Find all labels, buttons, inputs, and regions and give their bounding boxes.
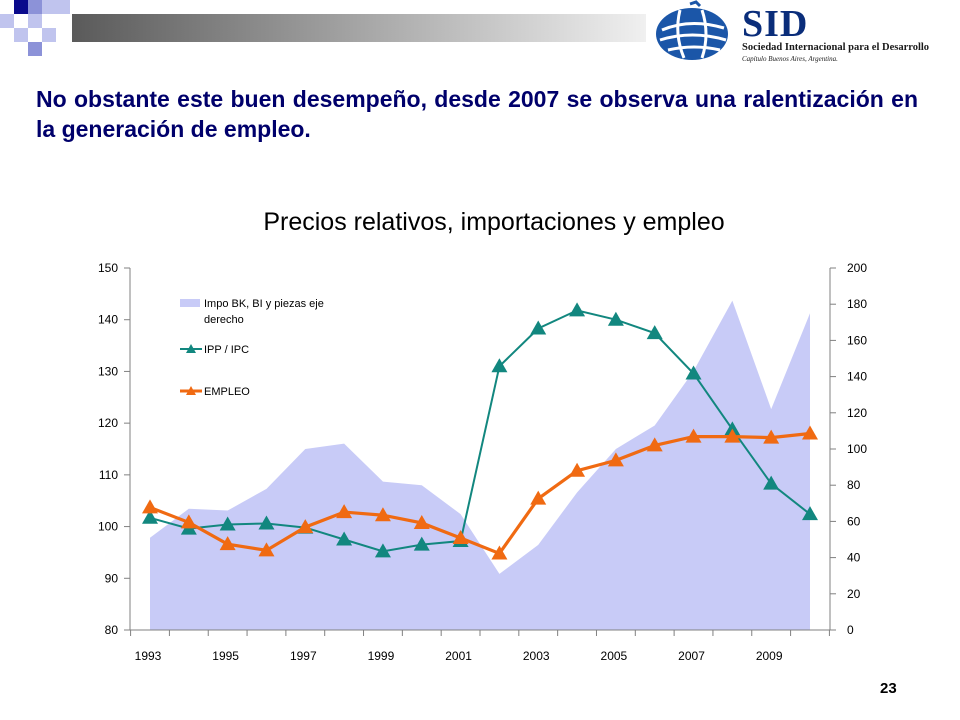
data-point-marker — [336, 504, 353, 519]
right-axis-tick-label: 60 — [847, 514, 861, 528]
data-point-marker — [685, 365, 702, 380]
left-axis-tick-label: 140 — [98, 313, 118, 327]
right-axis-tick-label: 20 — [847, 587, 861, 601]
right-axis-tick-label: 0 — [847, 623, 854, 637]
data-point-marker — [569, 462, 586, 477]
legend-label-line: EMPLEO — [204, 386, 250, 398]
data-point-marker — [763, 429, 780, 444]
data-point-marker — [336, 531, 353, 546]
data-point-marker — [374, 543, 391, 558]
left-axis-tick-label: 110 — [99, 468, 118, 482]
right-axis-tick-label: 120 — [847, 406, 867, 420]
bottom-axis-tick-label: 1995 — [212, 649, 239, 663]
legend-swatch-area — [180, 299, 200, 307]
bottom-axis-tick-label: 2007 — [678, 649, 705, 663]
data-point-marker — [646, 325, 663, 340]
data-point-marker — [530, 320, 547, 335]
globe-icon — [656, 0, 728, 60]
data-point-marker — [763, 475, 780, 490]
legend: Impo BK, BI y piezas eje derecho IPP / IPC… — [180, 298, 324, 398]
page-number: 23 — [880, 680, 897, 697]
right-axis-tick-label: 80 — [847, 478, 861, 492]
data-point-marker — [802, 425, 818, 440]
right-axis-tick-label: 40 — [847, 551, 861, 565]
header-bar — [72, 14, 646, 42]
data-point-marker — [530, 490, 547, 505]
data-point-marker — [607, 311, 624, 326]
data-point-marker — [685, 428, 702, 443]
data-point-marker — [297, 519, 314, 534]
bottom-axis-tick-label: 1993 — [135, 649, 162, 663]
slide-heading: No obstante este buen desempeño, desde 2… — [36, 86, 918, 142]
data-point-marker — [724, 428, 741, 443]
data-point-marker — [724, 421, 741, 436]
left-axis-tick-label: 130 — [98, 364, 118, 378]
data-point-marker — [219, 516, 236, 531]
right-axis-tick-label: 200 — [847, 261, 867, 275]
data-point-marker — [258, 515, 275, 530]
data-point-marker — [646, 437, 663, 452]
legend-swatch-marker — [186, 344, 196, 353]
bottom-axis-tick-label: 1999 — [368, 649, 395, 663]
bottom-axis-tick-label: 2005 — [601, 649, 628, 663]
bottom-axis-tick-label: 2003 — [523, 649, 550, 663]
data-point-marker — [607, 452, 624, 467]
data-point-marker — [413, 536, 430, 551]
right-axis-tick-label: 140 — [847, 370, 867, 384]
data-point-marker — [491, 545, 508, 560]
line-series-empleo — [149, 431, 811, 556]
bottom-axis-tick-label: 2009 — [756, 649, 783, 663]
legend-label-area: Impo BK, BI y piezas eje — [204, 298, 324, 310]
data-point-marker — [802, 506, 818, 521]
left-axis-tick-label: 90 — [105, 571, 119, 585]
data-point-marker — [142, 499, 158, 514]
right-axis-tick-label: 180 — [847, 297, 867, 311]
legend-swatch-marker — [186, 386, 196, 395]
line-series-ipp-ipc — [149, 309, 811, 553]
legend-label-line: IPP / IPC — [204, 344, 249, 356]
data-point-marker — [374, 507, 391, 522]
logo-subtitle: Sociedad Internacional para el Desarroll… — [742, 42, 930, 53]
legend-label-area-line2: derecho — [204, 314, 244, 326]
data-point-marker — [258, 542, 275, 557]
right-axis-tick-label: 160 — [847, 333, 867, 347]
left-axis-tick-label: 150 — [98, 261, 118, 275]
right-axis-tick-label: 100 — [847, 442, 867, 456]
bottom-axis-tick-label: 1997 — [290, 649, 317, 663]
left-axis-tick-label: 80 — [105, 623, 119, 637]
data-point-marker — [142, 509, 158, 524]
logo-name: SID — [742, 3, 809, 45]
left-axis-tick-label: 100 — [98, 520, 118, 534]
logo-subtitle-chapter: Capítulo Buenos Aires, Argentina. — [742, 55, 838, 63]
data-point-marker — [452, 529, 469, 544]
area-series-impo — [150, 300, 810, 630]
data-point-marker — [180, 514, 197, 529]
decorative-squares — [0, 0, 80, 60]
chart-title: Precios relativos, importaciones y emple… — [263, 208, 724, 236]
left-axis-tick-label: 120 — [98, 416, 118, 430]
data-point-marker — [413, 514, 430, 529]
data-point-marker — [491, 358, 508, 373]
data-point-marker — [569, 302, 586, 317]
data-point-marker — [219, 536, 236, 551]
sid-logo: SID Sociedad Internacional para el Desar… — [650, 0, 955, 66]
bottom-axis-tick-label: 2001 — [445, 649, 472, 663]
